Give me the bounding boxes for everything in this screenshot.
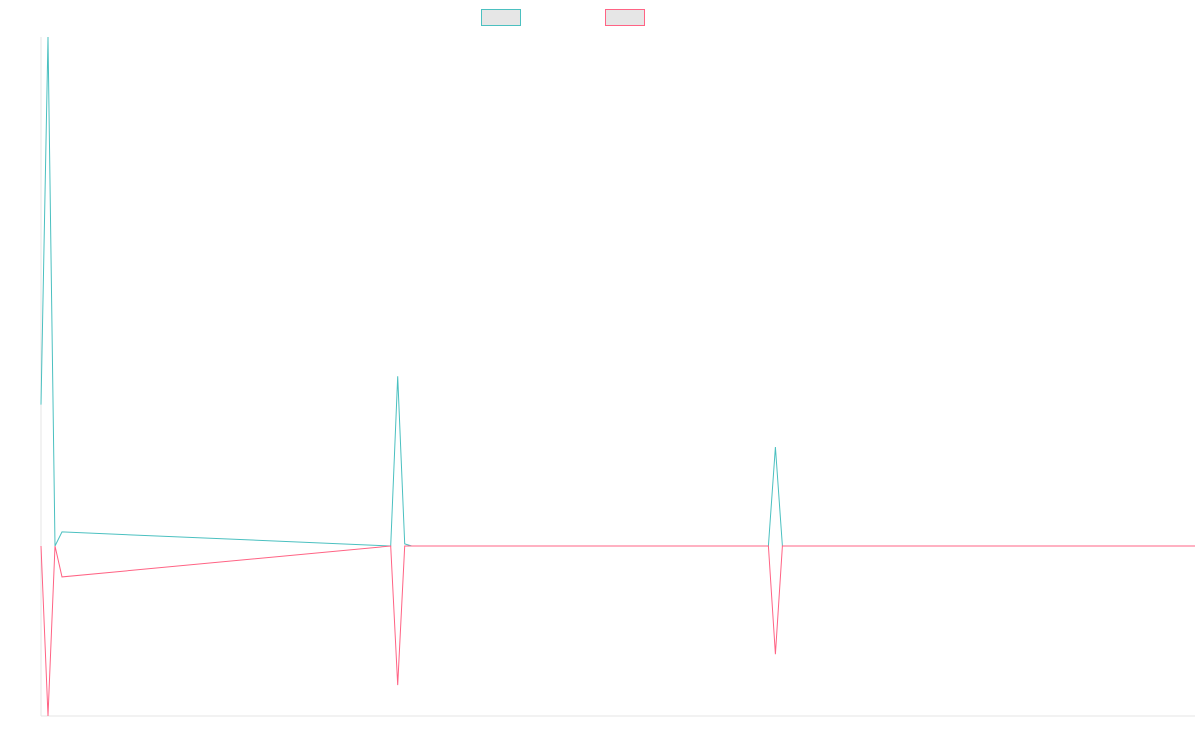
legend-swatch-2[interactable] [605,9,645,26]
legend-swatch-1[interactable] [481,9,521,26]
chart-axes [40,37,1195,717]
chart-legend [481,9,645,26]
plot-area [40,36,1195,717]
series-line-2 [40,545,1195,717]
series-line-1 [40,36,1195,547]
